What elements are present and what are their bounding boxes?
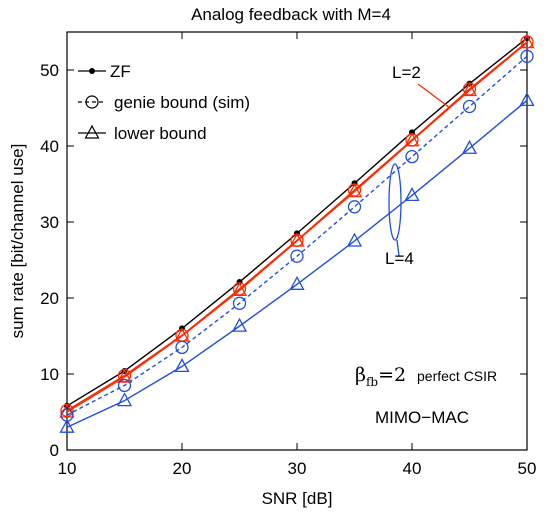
data-point-triangle	[519, 34, 535, 49]
beta-value: =2	[378, 364, 406, 386]
beta-symbol: β	[355, 364, 366, 386]
series-line-5	[66, 99, 528, 428]
data-point-triangle	[346, 232, 363, 247]
data-point-triangle	[289, 232, 305, 247]
data-point-triangle	[231, 317, 248, 332]
y-tick-label: 30	[40, 213, 59, 232]
annotation-l2: L=2	[392, 63, 421, 82]
x-tick-label: 20	[173, 459, 192, 478]
annotation-l4-pointer	[396, 239, 400, 257]
annotation-perfect-csir: perfect CSIR	[417, 368, 497, 384]
data-point-triangle	[116, 392, 133, 407]
y-tick-label: 0	[50, 441, 59, 460]
legend-genie-label: genie bound (sim)	[114, 93, 250, 112]
data-point-circle	[175, 340, 189, 355]
annotation-l4: L=4	[385, 249, 414, 268]
data-point-circle	[462, 99, 477, 114]
data-point-triangle	[59, 418, 75, 433]
data-point-circle	[232, 296, 247, 310]
x-tick-label: 30	[288, 459, 307, 478]
annotation-beta: βfb=2	[355, 364, 406, 389]
legend-zf-dot-icon	[89, 68, 95, 74]
x-axis-label: SNR [dB]	[262, 489, 333, 508]
legend: ZF genie bound (sim) lower bound	[78, 62, 250, 143]
x-axis-ticks: 10 20 30 40 50	[58, 32, 537, 478]
data-point-triangle	[289, 275, 305, 290]
annotation-l4-ellipse	[388, 163, 402, 241]
data-point-circle	[405, 149, 419, 164]
series-line-4	[66, 55, 528, 416]
data-point-circle	[520, 49, 534, 63]
x-tick-label: 10	[58, 459, 77, 478]
data-point-triangle	[519, 92, 535, 107]
chart-title: Analog feedback with M=4	[191, 5, 391, 24]
x-tick-label: 50	[518, 459, 537, 478]
legend-lower-label: lower bound	[114, 124, 207, 143]
y-tick-label: 40	[40, 137, 59, 156]
data-point-circle	[117, 378, 132, 393]
data-point-triangle	[461, 139, 478, 154]
data-point-triangle	[116, 368, 133, 383]
data-point-triangle	[404, 187, 420, 202]
legend-lower-triangle-icon	[84, 124, 100, 139]
y-tick-label: 20	[40, 289, 59, 308]
data-point-triangle	[461, 82, 478, 97]
data-point-triangle	[231, 282, 248, 297]
data-series	[59, 34, 535, 433]
y-tick-label: 10	[40, 365, 59, 384]
data-point-circle	[347, 200, 362, 214]
y-axis-label: sum rate [bit/channel use]	[8, 144, 27, 339]
legend-zf-label: ZF	[110, 62, 131, 81]
x-tick-label: 40	[403, 459, 422, 478]
data-point-circle	[290, 249, 304, 263]
annotation-l2-pointer	[417, 83, 451, 109]
y-axis-ticks: 0 10 20 30 40 50	[40, 61, 527, 460]
data-point-triangle	[174, 358, 190, 373]
annotation-system: MIMO−MAC	[375, 408, 469, 427]
data-point-triangle	[346, 183, 363, 198]
y-tick-label: 50	[40, 61, 59, 80]
data-point-triangle	[404, 132, 420, 147]
data-point-triangle	[59, 403, 75, 418]
series-line-3	[66, 42, 528, 413]
beta-subscript: fb	[366, 375, 378, 389]
legend-genie-circle-icon	[85, 95, 99, 109]
